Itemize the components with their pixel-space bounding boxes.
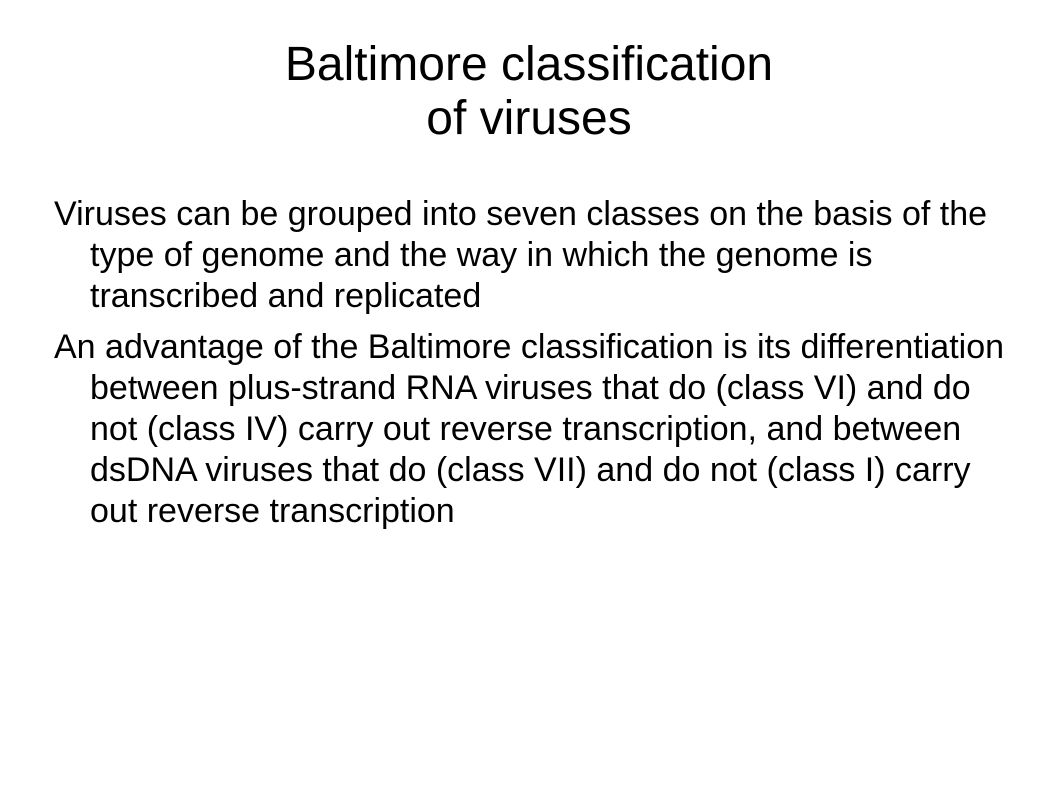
bullet-list: Viruses can be grouped into seven classe… — [54, 194, 1014, 542]
slide-title-line-1: Baltimore classification — [284, 38, 774, 91]
slide-title-line-2: of viruses — [426, 92, 632, 145]
slide-title: Baltimore classification of viruses — [0, 38, 1058, 146]
bullet-item: Viruses can be grouped into seven classe… — [54, 195, 988, 315]
bullet-item: An advantage of the Baltimore classifica… — [54, 328, 1005, 530]
